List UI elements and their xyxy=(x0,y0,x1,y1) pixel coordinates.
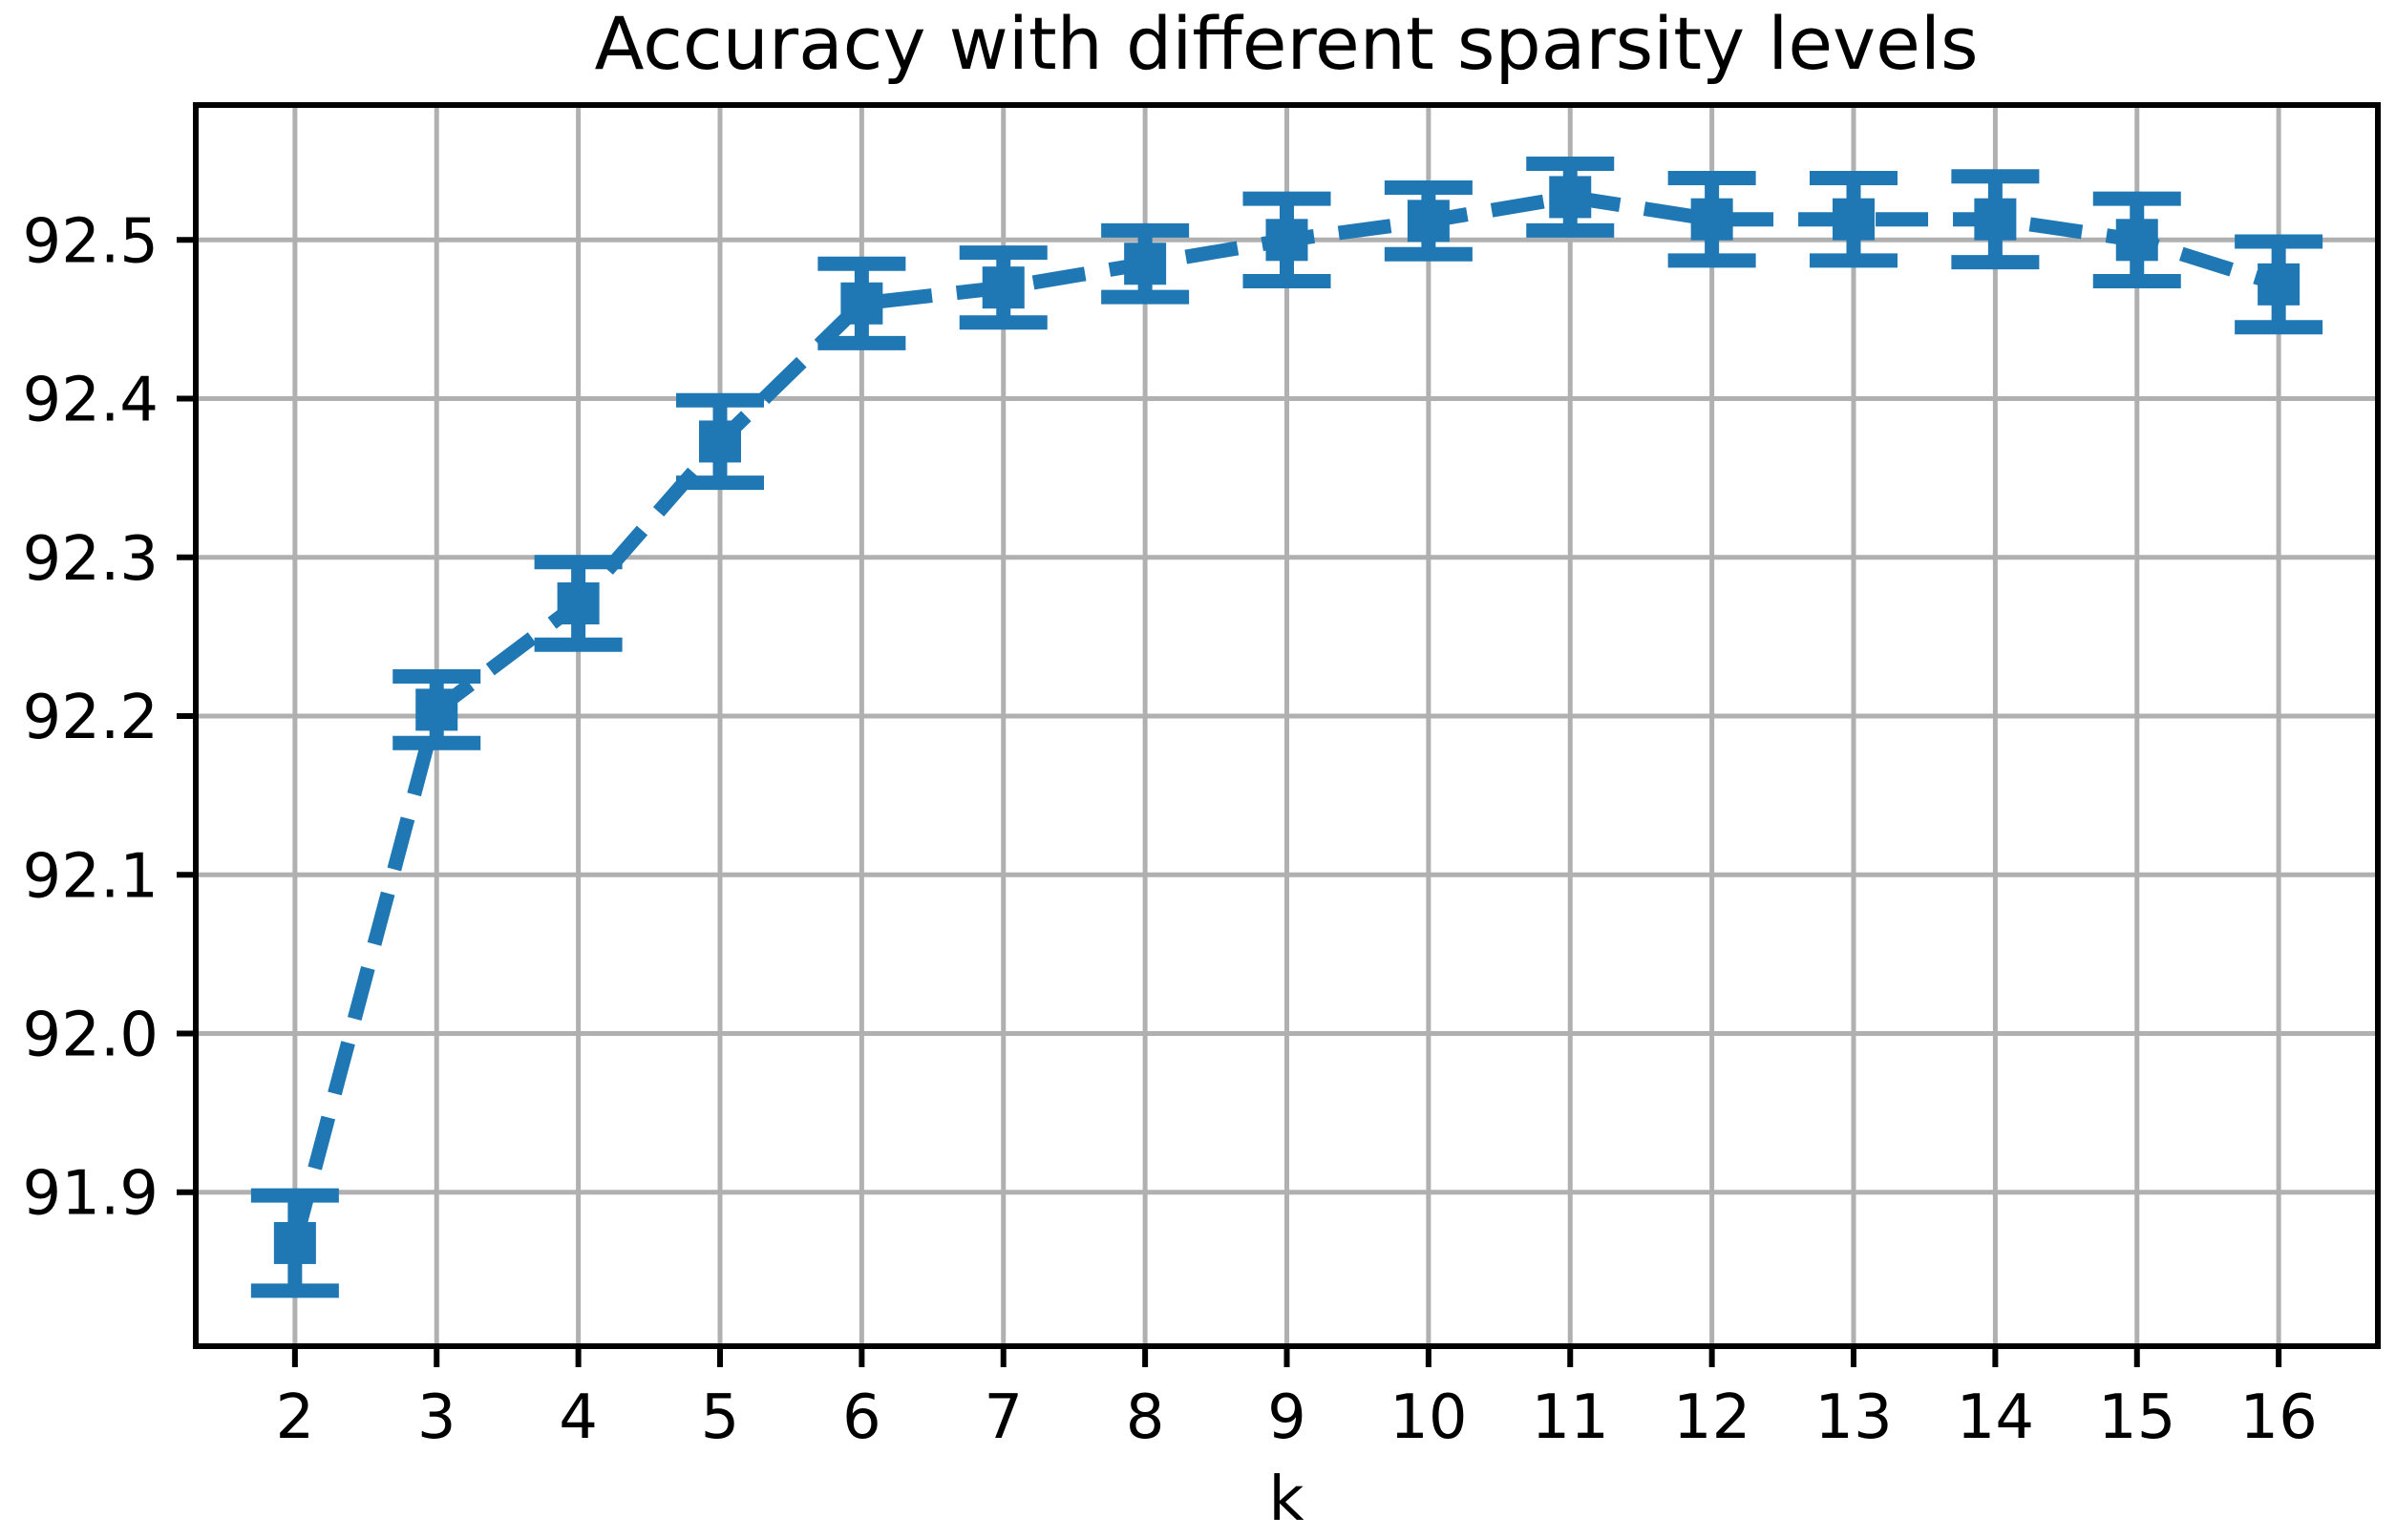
x-tick-label: 8 xyxy=(1126,1382,1165,1453)
y-tick-label: 92.2 xyxy=(23,683,159,753)
y-tick-label: 91.9 xyxy=(23,1159,159,1230)
y-tick-label: 92.5 xyxy=(23,206,159,277)
data-point-marker xyxy=(840,282,883,325)
x-tick-label: 11 xyxy=(1532,1382,1609,1453)
x-tick-label: 12 xyxy=(1673,1382,1750,1453)
y-tick-label: 92.0 xyxy=(23,1001,159,1071)
data-point-marker xyxy=(698,420,741,463)
data-point-marker xyxy=(2258,263,2301,306)
plot-area: 2 3 4 5 6 7 8 9 10 11 12 13 14 15 16 91.9 92.0 92.1 92.2 92… xyxy=(23,102,2381,1453)
x-tick-label: 16 xyxy=(2239,1382,2317,1453)
data-point-marker xyxy=(415,688,458,731)
x-axis-label: k xyxy=(1268,1465,1304,1535)
data-point-marker xyxy=(1265,219,1308,262)
data-point-marker xyxy=(1549,176,1592,219)
data-point-marker xyxy=(1974,198,2017,241)
data-point-marker xyxy=(273,1221,316,1264)
y-tick-label: 92.4 xyxy=(23,366,159,436)
x-tick-label: 13 xyxy=(1814,1382,1892,1453)
x-tick-label: 4 xyxy=(559,1382,598,1453)
x-tick-label: 10 xyxy=(1389,1382,1467,1453)
y-tick-label: 92.3 xyxy=(23,524,159,595)
data-point-marker xyxy=(557,581,600,624)
data-point-marker xyxy=(2115,219,2158,262)
x-tick-label: 14 xyxy=(1957,1382,2034,1453)
x-tick-label: 15 xyxy=(2098,1382,2175,1453)
data-point-marker xyxy=(1690,198,1733,241)
data-point-marker xyxy=(1407,200,1450,243)
x-tick-label: 9 xyxy=(1267,1382,1306,1453)
x-tick-label: 5 xyxy=(701,1382,740,1453)
y-tick-label: 92.1 xyxy=(23,841,159,912)
x-tick-label: 7 xyxy=(984,1382,1023,1453)
x-tick-label: 3 xyxy=(417,1382,456,1453)
data-point-marker xyxy=(982,266,1025,309)
x-tick-label: 2 xyxy=(276,1382,315,1453)
chart-title: Accuracy with different sparsity levels xyxy=(594,1,1978,86)
x-tick-label: 6 xyxy=(842,1382,881,1453)
data-point-marker xyxy=(1833,198,1876,241)
data-point-marker xyxy=(1124,243,1167,285)
